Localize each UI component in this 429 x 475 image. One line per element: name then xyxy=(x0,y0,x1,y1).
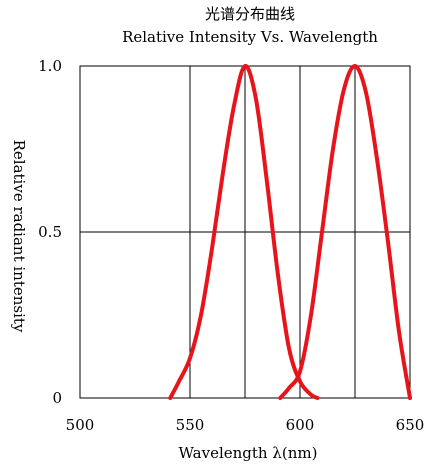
series-lines xyxy=(168,64,412,400)
x-tick-label: 650 xyxy=(396,416,425,434)
y-axis-label: Relative radiant intensity xyxy=(10,140,28,333)
y-tick-label: 0 xyxy=(52,389,62,407)
x-tick-label: 600 xyxy=(286,416,315,434)
grid-lines xyxy=(80,65,411,398)
y-tick-label: 1.0 xyxy=(38,57,62,75)
chart-subtitle: Relative Intensity Vs. Wavelength xyxy=(122,28,378,46)
spectrum-curve-2 xyxy=(278,64,412,400)
x-axis-label: Wavelength λ(nm) xyxy=(179,444,318,462)
spectrum-curve-1 xyxy=(168,64,320,400)
tick-labels: 500 550 600 650 0 0.5 1.0 xyxy=(38,57,424,434)
chart-title: 光谱分布曲线 xyxy=(205,5,295,23)
x-tick-label: 500 xyxy=(66,416,95,434)
x-tick-label: 550 xyxy=(176,416,205,434)
y-tick-label: 0.5 xyxy=(38,223,62,241)
